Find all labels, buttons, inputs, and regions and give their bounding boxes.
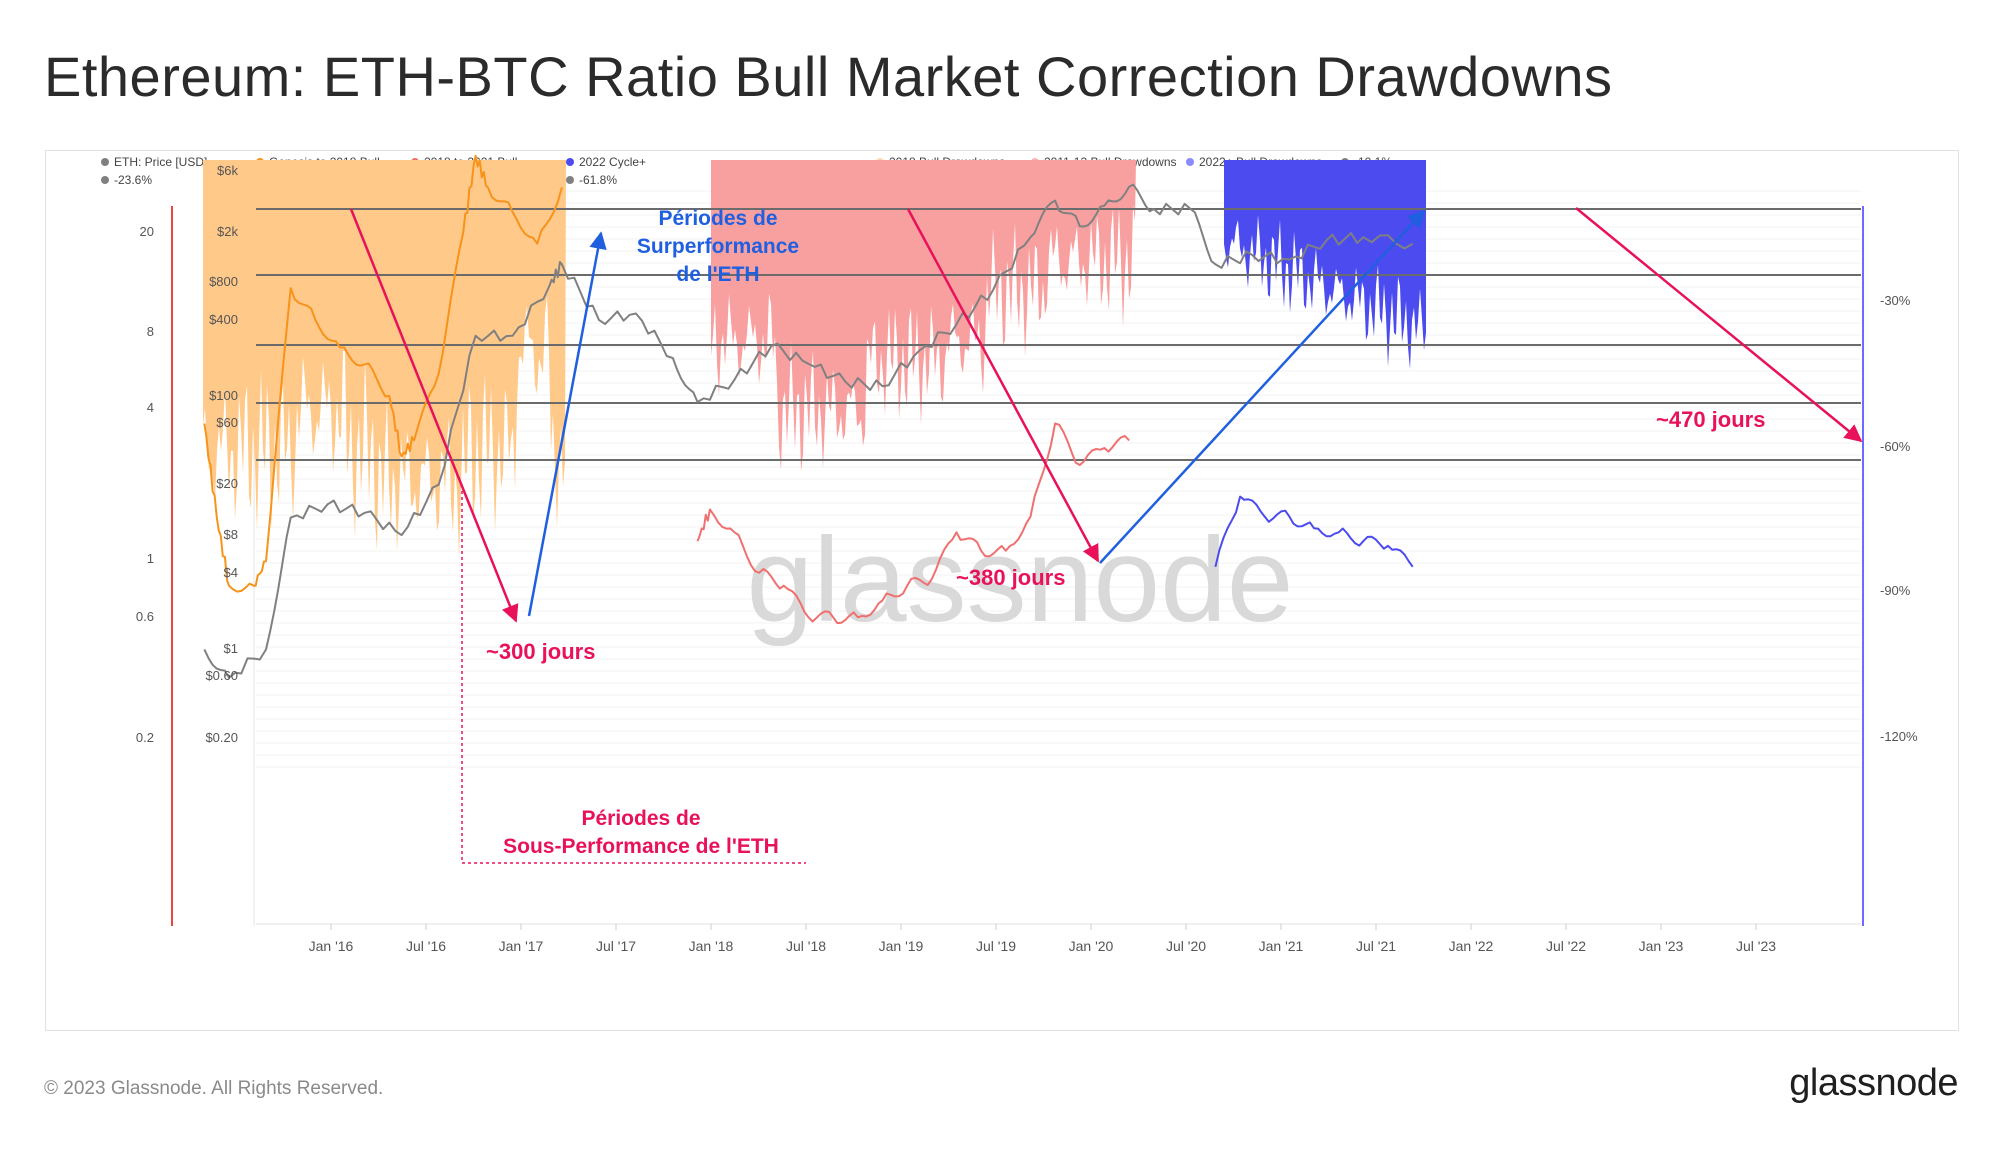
chart-svg: ETH: Price [USD]Genesis to 2018 Bull2018… <box>101 154 1918 954</box>
left-tick-label: 0.6 <box>136 609 154 624</box>
x-tick-label: Jul '19 <box>976 938 1016 954</box>
x-tick-label: Jul '23 <box>1736 938 1776 954</box>
series-line <box>1214 495 1414 568</box>
annotation-sousperformance-line1: Périodes de <box>581 807 700 830</box>
right-tick-label: -60% <box>1880 439 1911 454</box>
annotation-arrow-blue-2020 <box>1099 209 1426 564</box>
legend-swatch <box>566 176 574 184</box>
right-tick-label: -120% <box>1880 729 1918 744</box>
legend-swatch <box>1186 158 1194 166</box>
price-tick-label: $20 <box>216 476 238 491</box>
annotation-surperformance-line3: de l'ETH <box>676 263 759 286</box>
annotation-arrow-pink-2022 <box>1575 207 1863 443</box>
price-tick-label: $400 <box>209 312 238 327</box>
annotation-surperformance-line2: Surperformance <box>637 235 799 258</box>
annotation-sousperformance-line2: Sous-Performance de l'ETH <box>503 835 779 858</box>
price-tick-label: $1 <box>224 641 238 656</box>
price-tick-label: $60 <box>216 415 238 430</box>
x-tick-label: Jul '21 <box>1356 938 1396 954</box>
x-tick-label: Jan '23 <box>1639 938 1684 954</box>
legend-swatch <box>566 158 574 166</box>
annotation-300-jours: ~300 jours <box>486 639 595 664</box>
x-tick-label: Jul '20 <box>1166 938 1206 954</box>
right-tick-label: -90% <box>1880 583 1911 598</box>
x-tick-label: Jul '18 <box>786 938 826 954</box>
x-tick-label: Jan '19 <box>879 938 924 954</box>
price-tick-label: $0.60 <box>205 668 238 683</box>
legend-label: 2022 Cycle+ <box>579 155 646 169</box>
legend-label: -23.6% <box>114 173 152 187</box>
x-tick-label: Jan '20 <box>1069 938 1114 954</box>
series-line <box>203 154 563 593</box>
drawdown-area-2018 <box>203 160 566 559</box>
legend-item[interactable]: 2022 Cycle+ <box>566 155 646 169</box>
series-lines <box>203 154 1414 679</box>
legend-item[interactable]: ETH: Price [USD] <box>101 155 207 169</box>
price-tick-label: $8 <box>224 527 238 542</box>
series-line <box>203 183 1414 679</box>
right-drawdown-ticks: -30% -60% -90% -120% <box>1880 293 1918 744</box>
x-tick-label: Jan '22 <box>1449 938 1494 954</box>
legend-item[interactable]: -23.6% <box>101 173 152 187</box>
legend-swatch <box>101 176 109 184</box>
legend-label: -61.8% <box>579 173 617 187</box>
price-ticks: $6k $2k $800 $400 $100 $60 $20 $8 $4 $1 $0.60 $0.20 <box>205 163 238 745</box>
left-ratio-ticks: 20 8 4 1 0.6 0.2 <box>136 224 154 745</box>
x-tick-label: Jan '16 <box>309 938 354 954</box>
legend-swatch <box>101 158 109 166</box>
left-tick-label: 0.2 <box>136 730 154 745</box>
price-tick-label: $100 <box>209 388 238 403</box>
price-tick-label: $0.20 <box>205 730 238 745</box>
x-tick-label: Jan '21 <box>1259 938 1304 954</box>
page-title: Ethereum: ETH-BTC Ratio Bull Market Corr… <box>44 45 1613 108</box>
minor-grid <box>256 190 1861 768</box>
x-tick-label: Jan '17 <box>499 938 544 954</box>
x-tick-label: Jul '16 <box>406 938 446 954</box>
annotation-380-jours: ~380 jours <box>956 565 1065 590</box>
annotation-surperformance-line1: Périodes de <box>658 207 777 230</box>
annotation-arrow-pink-2019 <box>906 208 1100 563</box>
legend-item[interactable]: -61.8% <box>566 173 617 187</box>
x-ticks: Jan '16 Jul '16 Jan '17 Jul '17 Jan '18 Jul '… <box>309 924 1776 954</box>
drawdown-area-2022 <box>1224 160 1426 370</box>
right-tick-label: -30% <box>1880 293 1911 308</box>
drawdown-level-lines <box>256 208 1861 461</box>
annotation-arrow-pink-2017 <box>349 208 519 623</box>
series-line <box>696 422 1130 625</box>
legend-label: ETH: Price [USD] <box>114 155 207 169</box>
footer-brand-logo: glassnode <box>1789 1062 1958 1104</box>
left-tick-label: 1 <box>147 551 154 566</box>
left-tick-label: 4 <box>147 400 154 415</box>
annotation-arrow-blue-2017 <box>527 231 607 617</box>
left-tick-label: 20 <box>140 224 154 239</box>
price-tick-label: $800 <box>209 274 238 289</box>
price-tick-label: $2k <box>217 224 238 239</box>
price-tick-label: $6k <box>217 163 238 178</box>
annotation-470-jours: ~470 jours <box>1656 407 1765 432</box>
footer-copyright: © 2023 Glassnode. All Rights Reserved. <box>44 1078 384 1099</box>
chart-frame: ETH: Price [USD]Genesis to 2018 Bull2018… <box>45 150 1959 1031</box>
x-tick-label: Jul '22 <box>1546 938 1586 954</box>
left-tick-label: 8 <box>147 324 154 339</box>
x-tick-label: Jan '18 <box>689 938 734 954</box>
price-tick-label: $4 <box>224 565 238 580</box>
x-tick-label: Jul '17 <box>596 938 636 954</box>
